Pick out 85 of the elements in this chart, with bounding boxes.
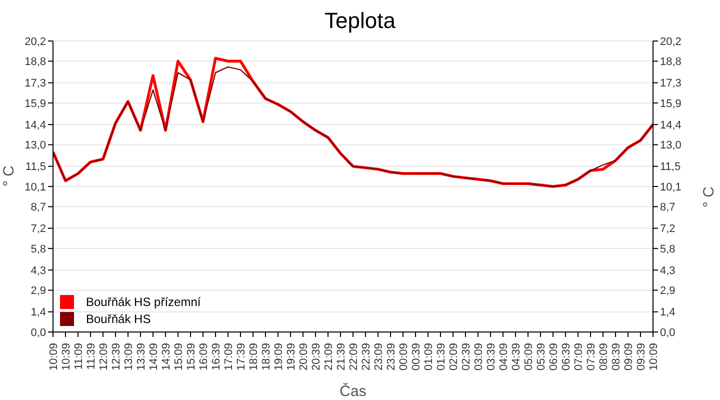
x-tick-label: 23:09	[373, 343, 385, 371]
x-tick-label: 04:39	[510, 343, 522, 371]
x-tick-label: 05:09	[523, 343, 535, 371]
y-tick-label: 11,5	[25, 161, 46, 174]
x-tick-label: 04:09	[498, 343, 510, 371]
x-tick-label: 11:39	[86, 343, 98, 370]
x-tick-label: 06:09	[548, 343, 560, 371]
x-tick-label: 03:39	[486, 343, 498, 371]
y2-tick-label: 10,1	[660, 181, 682, 194]
y-axis-title: ° C	[0, 165, 18, 186]
x-tick-label: 23:39	[386, 343, 398, 371]
x-tick-label: 10:09	[648, 343, 660, 371]
y-tick-label: 7,2	[30, 223, 46, 236]
y2-tick-label: 4,3	[660, 264, 676, 277]
legend-label: Bouřňák HS	[86, 312, 151, 326]
x-tick-label: 19:09	[273, 343, 285, 371]
y-tick-label: 18,8	[24, 56, 46, 68]
x-tick-label: 02:09	[448, 343, 460, 371]
y2-axis-title: ° C	[700, 186, 718, 208]
x-tick-label: 18:09	[248, 343, 260, 371]
x-tick-label: 10:09	[48, 343, 60, 371]
x-tick-label: 00:09	[398, 343, 410, 371]
x-tick-label: 12:09	[98, 343, 110, 371]
x-tick-label: 13:39	[136, 343, 148, 371]
x-tick-label: 00:39	[410, 343, 422, 371]
x-tick-label: 22:09	[348, 343, 360, 371]
x-tick-label: 02:39	[460, 343, 472, 371]
y-tick-label: 5,8	[30, 243, 46, 256]
x-tick-label: 08:09	[598, 343, 610, 371]
x-tick-label: 07:39	[586, 343, 598, 371]
x-tick-label: 17:09	[223, 343, 235, 371]
x-tick-label: 15:09	[173, 343, 185, 371]
x-tick-label: 14:09	[148, 343, 160, 371]
x-tick-label: 08:39	[610, 343, 622, 371]
y2-tick-label: 18,8	[660, 56, 682, 68]
y-tick-label: 8,7	[30, 202, 46, 214]
y-tick-label: 17,3	[24, 78, 46, 90]
y2-tick-label: 8,7	[660, 202, 676, 214]
y-tick-label: 0,0	[30, 326, 46, 339]
x-tick-label: 21:09	[323, 343, 335, 371]
x-tick-label: 20:39	[310, 343, 322, 371]
y2-tick-label: 1,4	[660, 306, 676, 319]
x-tick-label: 12:39	[110, 343, 122, 371]
x-tick-label: 15:39	[186, 343, 198, 371]
x-tick-label: 10:39	[60, 343, 72, 371]
y2-tick-label: 14,4	[660, 119, 682, 132]
y-tick-label: 14,4	[24, 119, 46, 132]
x-axis-title: Čas	[340, 382, 366, 400]
x-tick-label: 11:09	[73, 343, 85, 370]
chart-title: Teplota	[324, 8, 396, 34]
y2-tick-label: 13,0	[660, 140, 682, 152]
y2-tick-label: 17,3	[660, 78, 682, 90]
x-tick-label: 17:39	[236, 343, 248, 371]
x-tick-label: 22:39	[360, 343, 372, 371]
x-tick-label: 05:39	[536, 343, 548, 371]
x-tick-label: 21:39	[336, 343, 348, 371]
x-tick-label: 16:09	[198, 343, 210, 371]
x-tick-label: 01:09	[423, 343, 435, 371]
x-tick-label: 03:09	[473, 343, 485, 371]
x-tick-label: 01:39	[436, 343, 448, 371]
y-tick-label: 15,9	[24, 98, 46, 110]
x-tick-label: 16:39	[210, 343, 222, 371]
legend-label: Bouřňák HS přízemní	[86, 294, 201, 308]
y-tick-label: 2,9	[30, 285, 46, 298]
x-tick-label: 19:39	[286, 343, 298, 371]
y2-tick-label: 0,0	[660, 326, 676, 339]
x-tick-label: 14:39	[160, 343, 172, 371]
y2-tick-label: 2,9	[660, 285, 676, 298]
x-tick-label: 09:39	[636, 343, 648, 371]
y-tick-label: 10,1	[24, 181, 46, 194]
x-tick-label: 20:09	[298, 343, 310, 371]
y2-tick-label: 15,9	[660, 98, 682, 110]
x-tick-label: 07:09	[573, 343, 585, 371]
y-tick-label: 4,3	[30, 264, 46, 277]
y-tick-label: 20,2	[24, 36, 46, 48]
y2-tick-label: 5,8	[660, 243, 676, 256]
x-tick-label: 13:09	[123, 343, 135, 371]
y2-tick-label: 11,5	[660, 161, 681, 174]
y2-tick-label: 7,2	[660, 223, 676, 236]
x-tick-label: 18:39	[260, 343, 272, 371]
x-tick-label: 09:09	[623, 343, 635, 371]
x-tick-label: 06:39	[560, 343, 572, 371]
y2-tick-label: 20,2	[660, 36, 682, 48]
y-tick-label: 13,0	[24, 140, 46, 152]
y-tick-label: 1,4	[30, 306, 46, 319]
